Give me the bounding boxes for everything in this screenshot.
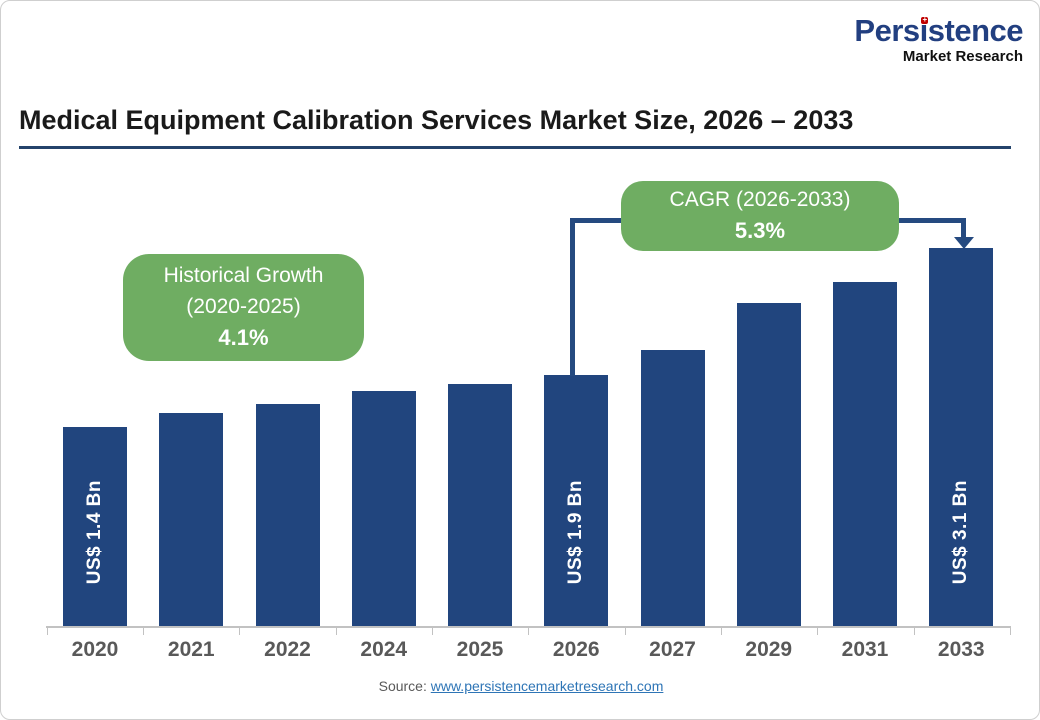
x-axis-label-2031: 2031 (841, 638, 889, 661)
brand-wordmark: Persı + stence (854, 13, 1023, 48)
cagr-label: CAGR (2026-2033) (669, 187, 851, 211)
arrow-down-icon (954, 237, 974, 249)
cagr-callout: CAGR (2026-2033) 5.3% (621, 181, 899, 251)
x-axis-tick (528, 627, 530, 635)
red-cross-dot-icon: + (921, 15, 929, 24)
cagr-connector-horizontal-left (570, 218, 622, 223)
bar-2024 (351, 391, 416, 626)
source-prefix: Source: (378, 678, 427, 694)
title-underline (19, 146, 1011, 149)
x-axis-label-2024: 2024 (360, 638, 408, 661)
bar-2027 (640, 350, 705, 626)
bar-2026: US$ 1.9 Bn (544, 375, 609, 626)
x-axis-tick (913, 627, 915, 635)
bar-2020: US$ 1.4 Bn (63, 427, 127, 626)
bar-2029 (736, 303, 801, 626)
historical-growth-label: Historical Growth (163, 264, 324, 288)
x-axis-tick (239, 627, 241, 635)
x-axis-tick (817, 627, 819, 635)
x-axis-tick (46, 627, 48, 635)
x-axis-tick (335, 627, 337, 635)
page-title: Medical Equipment Calibration Services M… (19, 105, 854, 135)
bar-2031 (833, 282, 897, 626)
cagr-value: 5.3% (734, 218, 786, 244)
x-axis-tick (1010, 627, 1011, 635)
source-link[interactable]: www.persistencemarketresearch.com (430, 678, 664, 694)
x-axis-label-2025: 2025 (456, 638, 504, 661)
x-axis-label-2027: 2027 (649, 638, 696, 661)
cagr-connector-horizontal-right (898, 218, 966, 223)
x-axis-label-2033: 2033 (937, 638, 985, 661)
historical-growth-value: 4.1% (218, 324, 269, 350)
x-axis-label-2029: 2029 (745, 638, 793, 661)
x-axis-tick (142, 627, 144, 635)
x-axis-tick (720, 627, 722, 635)
cagr-connector-vertical-left (570, 218, 575, 376)
bar-2025 (448, 384, 512, 626)
bar-2022 (255, 404, 320, 626)
brand-subtitle: Market Research (902, 48, 1023, 65)
x-axis-label-2026: 2026 (552, 638, 600, 661)
historical-growth-callout: Historical Growth (2020-2025) 4.1% (123, 254, 364, 361)
brand-logo: Persı + stence Market Research (854, 15, 1023, 64)
bar-value-label-2020: US$ 1.4 Bn (84, 479, 105, 584)
bar-2033: US$ 3.1 Bn (929, 248, 994, 626)
x-axis-tick (624, 627, 626, 635)
bar-value-label-2026: US$ 1.9 Bn (565, 479, 587, 584)
cagr-connector-vertical-right (961, 218, 966, 238)
x-axis-label-2022: 2022 (264, 638, 311, 661)
x-axis-label-2021: 2021 (167, 638, 215, 661)
source-line: Source: www.persistencemarketresearch.co… (1, 678, 1039, 694)
bar-value-label-2033: US$ 3.1 Bn (950, 479, 972, 584)
x-axis-tick (431, 627, 433, 635)
bar-2021 (159, 413, 224, 626)
historical-growth-period: (2020-2025) (186, 294, 301, 318)
x-axis-label-2020: 2020 (71, 638, 119, 661)
